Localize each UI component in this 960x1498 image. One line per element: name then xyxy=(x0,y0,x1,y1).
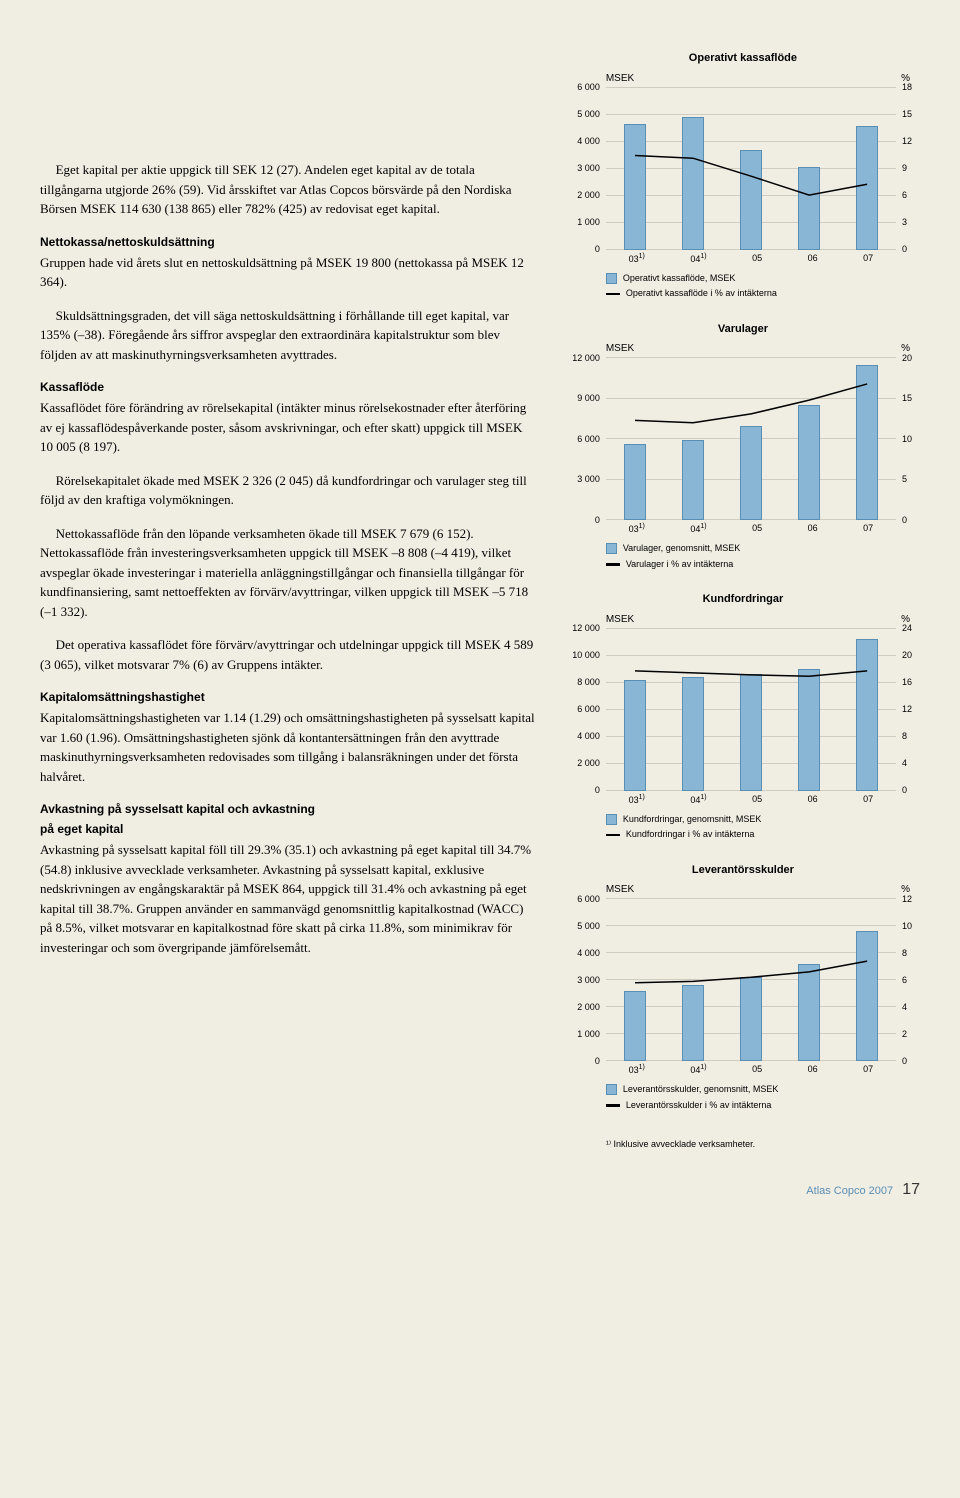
chart-legend: Kundfordringar, genomsnitt, MSEKKundford… xyxy=(566,813,920,842)
paragraph: Skuldsättningsgraden, det vill säga nett… xyxy=(40,306,536,365)
chart-area: 03 0006 0009 00012 000 05101520031)041)05… xyxy=(566,358,920,538)
chart-title: Varulager xyxy=(566,321,920,338)
paragraph: Kapitalomsättningshastigheten var 1.14 (… xyxy=(40,708,536,786)
chart-area: 01 0002 0003 0004 0005 0006 000 024681012… xyxy=(566,899,920,1079)
chart-line xyxy=(606,629,896,791)
heading-kapitalomsattning: Kapitalomsättningshastighet xyxy=(40,688,536,706)
chart-leverantorsskulder: Leverantörsskulder MSEK% 01 0002 0003 0004… xyxy=(566,862,920,1115)
legend-label: Varulager, genomsnitt, MSEK xyxy=(623,542,740,556)
x-axis-labels: 031)041)050607 xyxy=(606,793,896,809)
chart-line xyxy=(606,899,896,1061)
paragraph: Rörelsekapitalet ökade med MSEK 2 326 (2… xyxy=(40,471,536,510)
x-axis-labels: 031)041)050607 xyxy=(606,522,896,538)
heading-nettokassa: Nettokassa/nettoskuldsättning xyxy=(40,233,536,251)
legend-swatch-line-icon xyxy=(606,834,620,837)
chart-legend: Leverantörsskulder, genomsnitt, MSEK Leve… xyxy=(566,1083,920,1112)
legend-swatch-bar-icon xyxy=(606,814,617,825)
chart-axis-units: MSEK% xyxy=(566,882,920,897)
chart-plot xyxy=(606,88,896,250)
chart-legend: Varulager, genomsnitt, MSEK Varulager i %… xyxy=(566,542,920,571)
y-axis-left: 01 0002 0003 0004 0005 0006 000 xyxy=(566,899,602,1061)
footer-brand: Atlas Copco 2007 xyxy=(806,1185,893,1197)
chart-axis-units: MSEK% xyxy=(566,341,920,356)
page-footer: Atlas Copco 2007 17 xyxy=(0,1172,960,1222)
footer-page-number: 17 xyxy=(902,1181,920,1198)
chart-axis-units: MSEK% xyxy=(566,71,920,86)
chart-axis-units: MSEK% xyxy=(566,612,920,627)
chart-line xyxy=(606,88,896,250)
x-axis-labels: 031)041)050607 xyxy=(606,1063,896,1079)
paragraph: Det operativa kassaflödet före förvärv/a… xyxy=(40,635,536,674)
y-axis-right: 0369121518 xyxy=(900,88,920,250)
legend-label: Kundfordringar, genomsnitt, MSEK xyxy=(623,813,762,827)
paragraph: Nettokassaflöde från den löpande verksam… xyxy=(40,524,536,622)
paragraph: Avkastning på sysselsatt kapital föll ti… xyxy=(40,840,536,957)
legend-label: Leverantörsskulder, genomsnitt, MSEK xyxy=(623,1083,779,1097)
chart-area: 01 0002 0003 0004 0005 0006 000 036912151… xyxy=(566,88,920,268)
chart-title: Leverantörsskulder xyxy=(566,862,920,879)
chart-kundfordringar: Kundfordringar MSEK% 02 0004 0006 0008 000… xyxy=(566,591,920,844)
paragraph: Eget kapital per aktie uppgick till SEK … xyxy=(40,160,536,219)
chart-plot xyxy=(606,899,896,1061)
legend-swatch-bar-icon xyxy=(606,273,617,284)
y-axis-left: 01 0002 0003 0004 0005 0006 000 xyxy=(566,88,602,250)
chart-plot xyxy=(606,358,896,520)
legend-swatch-line-icon xyxy=(606,293,620,296)
footnote: ¹⁾ Inklusive avvecklade verksamheter. xyxy=(566,1138,920,1152)
chart-area: 02 0004 0006 0008 00010 00012 000 0481216… xyxy=(566,629,920,809)
y-axis-right: 024681012 xyxy=(900,899,920,1061)
chart-legend: Operativt kassaflöde, MSEKOperativt kass… xyxy=(566,272,920,301)
y-axis-right: 05101520 xyxy=(900,358,920,520)
chart-operativt-kassaflode: Operativt kassaflöde MSEK% 01 0002 0003 00… xyxy=(566,50,920,303)
x-axis-labels: 031)041)050607 xyxy=(606,252,896,268)
legend-swatch-bar-icon xyxy=(606,543,617,554)
chart-varulager: Varulager MSEK% 03 0006 0009 00012 000 0510… xyxy=(566,321,920,574)
y-axis-left: 02 0004 0006 0008 00010 00012 000 xyxy=(566,629,602,791)
legend-label: Leverantörsskulder i % av intäkterna xyxy=(626,1099,772,1113)
legend-label: Operativt kassaflöde i % av intäkterna xyxy=(626,287,777,301)
legend-label: Varulager i % av intäkterna xyxy=(626,558,733,572)
chart-title: Kundfordringar xyxy=(566,591,920,608)
text-column: Eget kapital per aktie uppgick till SEK … xyxy=(40,50,536,1152)
chart-title: Operativt kassaflöde xyxy=(566,50,920,67)
y-axis-right: 04812162024 xyxy=(900,629,920,791)
paragraph: Kassaflödet före förändring av rörelseka… xyxy=(40,398,536,457)
chart-plot xyxy=(606,629,896,791)
legend-label: Kundfordringar i % av intäkterna xyxy=(626,828,755,842)
legend-swatch-line-icon xyxy=(606,563,620,566)
charts-column: Operativt kassaflöde MSEK% 01 0002 0003 00… xyxy=(566,50,920,1152)
heading-avkastning-1: Avkastning på sysselsatt kapital och avk… xyxy=(40,800,536,818)
legend-label: Operativt kassaflöde, MSEK xyxy=(623,272,736,286)
heading-kassaflode: Kassaflöde xyxy=(40,378,536,396)
legend-swatch-bar-icon xyxy=(606,1084,617,1095)
legend-swatch-line-icon xyxy=(606,1104,620,1107)
heading-avkastning-2: på eget kapital xyxy=(40,820,536,838)
paragraph: Gruppen hade vid årets slut en nettoskul… xyxy=(40,253,536,292)
y-axis-left: 03 0006 0009 00012 000 xyxy=(566,358,602,520)
chart-line xyxy=(606,358,896,520)
